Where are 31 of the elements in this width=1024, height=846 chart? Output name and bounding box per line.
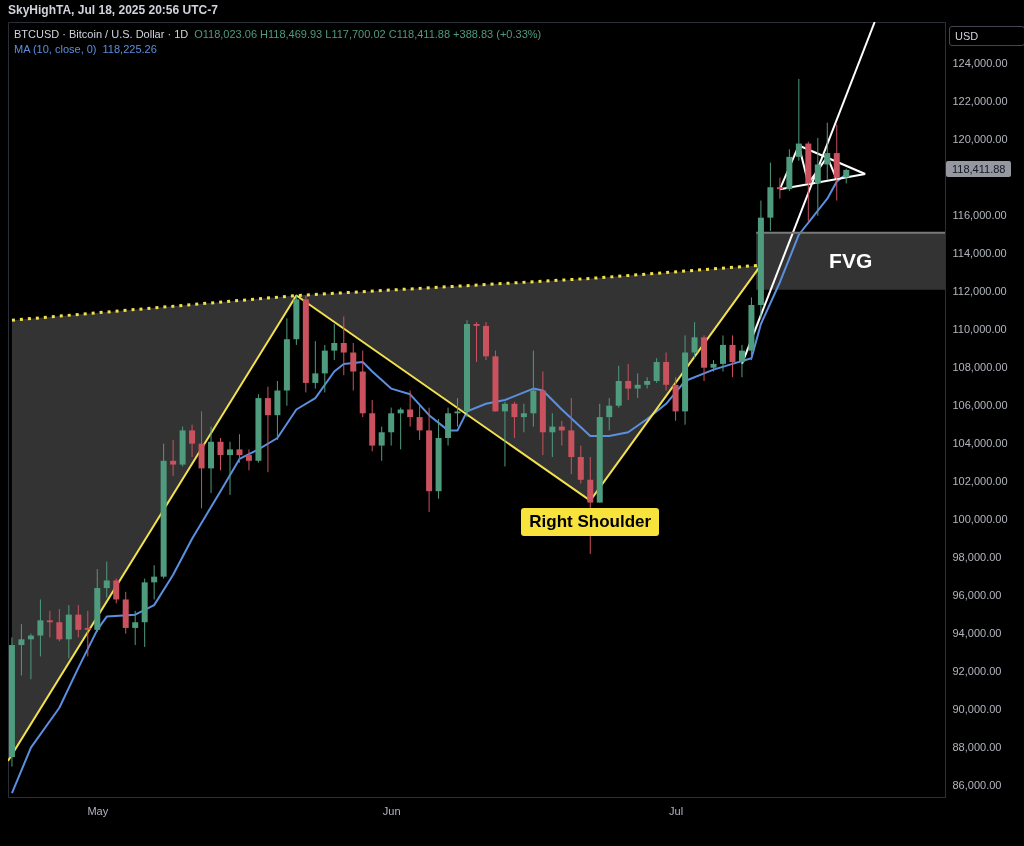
y-tick-label: 106,000.00 [952,399,1008,412]
x-tick-label: Jun [382,804,401,817]
text: 118,411.88 [946,160,1012,177]
text: MA (10, close, 0) [14,43,97,55]
annotation: 118,225.26 [102,43,157,55]
y-tick-label: 124,000.00 [952,57,1008,70]
y-tick-label: 100,000.00 [952,513,1008,526]
y-tick-label: 112,000.00 [952,285,1007,298]
annotation: FVG [829,249,873,274]
y-tick-label: 94,000.00 [952,627,1002,640]
y-tick-label: 88,000.00 [952,741,1002,754]
y-tick-label: 120,000.00 [952,133,1008,146]
y-tick-label: 98,000.00 [952,551,1002,564]
y-tick-label: 122,000.00 [952,95,1008,108]
text: BTCUSD · Bitcoin / U.S. Dollar · 1D [14,28,189,40]
x-tick-label: Jul [669,804,684,817]
y-tick-label: 104,000.00 [952,437,1008,450]
y-tick-label: 110,000.00 [952,323,1007,336]
y-tick-label: 92,000.00 [952,665,1002,678]
y-tick-label: 96,000.00 [952,589,1002,602]
y-tick-label: 102,000.00 [952,475,1008,488]
y-tick-label: 108,000.00 [952,361,1008,374]
y-tick-label: 90,000.00 [952,703,1002,716]
y-axis-title: USD [949,26,1024,46]
annotation: Right Shoulder [521,507,660,536]
text: SkyHighTA, Jul 18, 2025 20:56 UTC-7 [8,3,218,17]
x-tick-label: May [87,804,109,817]
y-tick-label: 86,000.00 [952,779,1002,792]
text: O118,023.06 H118,469.93 L117,700.02 C118,411.88 +388.83 (+0.33%) [194,28,542,40]
y-tick-label: 116,000.00 [952,209,1007,222]
y-tick-label: 114,000.00 [952,247,1007,260]
